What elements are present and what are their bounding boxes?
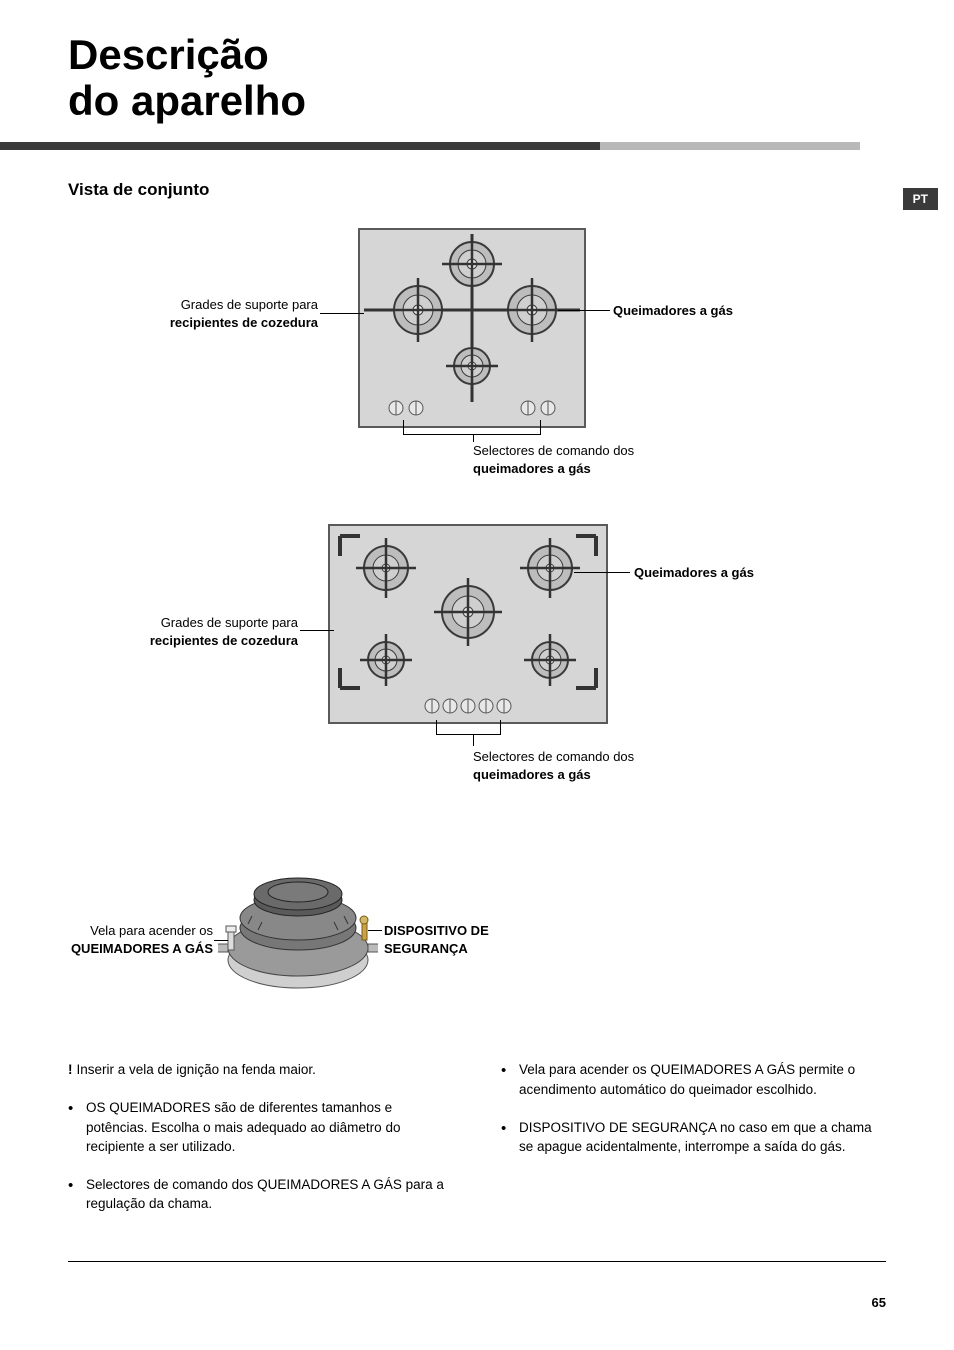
label-safety: DISPOSITIVO DE SEGURANÇA [384,922,489,957]
header-rule [0,142,954,150]
label-selectors-2: Selectores de comando dos queimadores a … [473,748,634,783]
bullet-left-2: Selectores de comando dos QUEIMADORES A … [68,1175,453,1214]
burner-detail-svg [218,840,378,1000]
title-line-1: Descrição [68,31,269,78]
hob-4-burner-svg [358,228,586,428]
section-title: Vista de conjunto [68,180,886,200]
bullet-right-2: DISPOSITIVO DE SEGURANÇA no caso em que … [501,1118,886,1157]
label-support-grates-2: Grades de suporte para recipientes de co… [68,614,298,649]
bullets-left-col: !Inserir a vela de ignição na fenda maio… [68,1060,453,1231]
bullet-columns: !Inserir a vela de ignição na fenda maio… [68,1060,886,1231]
bullet-right-1: Vela para acender os QUEIMADORES A GÁS p… [501,1060,886,1099]
diagram-4-burner: Grades de suporte para recipientes de co… [68,228,886,488]
language-tab: PT [903,188,938,210]
label-gas-burners-2: Queimadores a gás [634,564,754,582]
title-line-2: do aparelho [68,77,306,124]
page-title: Descrição do aparelho [0,0,954,142]
label-support-grates-1: Grades de suporte para recipientes de co… [68,296,318,331]
bullets-right-col: Vela para acender os QUEIMADORES A GÁS p… [501,1060,886,1231]
content-area: Vista de conjunto [0,150,954,1231]
bullet-left-1: OS QUEIMADORES são de diferentes tamanho… [68,1098,453,1157]
footer-rule [68,1261,886,1262]
label-gas-burners-1: Queimadores a gás [613,302,733,320]
page-number: 65 [872,1295,886,1310]
hob-5-burner-svg [328,524,608,724]
warn-text: !Inserir a vela de ignição na fenda maio… [68,1060,453,1080]
label-selectors-1: Selectores de comando dos queimadores a … [473,442,634,477]
diagram-burner-detail: Vela para acender os QUEIMADORES A GÁS D… [68,840,886,1020]
label-ignition: Vela para acender os QUEIMADORES A GÁS [58,922,213,957]
diagram-5-burner: Grades de suporte para recipientes de co… [68,524,886,804]
